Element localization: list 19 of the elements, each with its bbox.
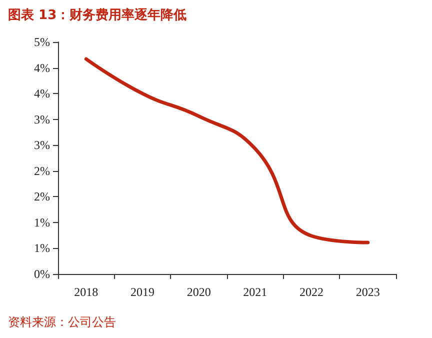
x-tick-label: 2021 <box>243 285 268 299</box>
y-tick-label: 1% <box>34 241 50 256</box>
y-tick-label: 3% <box>34 112 50 126</box>
y-tick-label: 4% <box>34 60 50 75</box>
y-tick-label: 5% <box>34 35 50 49</box>
x-tick-label: 2020 <box>186 285 211 299</box>
x-tick-label: 2018 <box>74 285 98 299</box>
y-tick-label: 3% <box>34 138 50 152</box>
text: 资料来源：公司公告 <box>8 314 116 331</box>
chart-title: 图表 13：财务费用率逐年降低 <box>8 6 187 24</box>
y-tick-label: 1% <box>34 215 50 230</box>
y-tick-label: 2% <box>34 164 50 178</box>
y-tick-label: 4% <box>34 86 50 101</box>
x-tick-label: 2019 <box>130 285 154 299</box>
y-tick-label: 2% <box>34 190 50 204</box>
line-series <box>84 57 370 244</box>
x-tick-label: 2023 <box>356 285 380 299</box>
y-tick-label: 0% <box>34 267 50 281</box>
x-tick-label: 2022 <box>300 285 324 299</box>
